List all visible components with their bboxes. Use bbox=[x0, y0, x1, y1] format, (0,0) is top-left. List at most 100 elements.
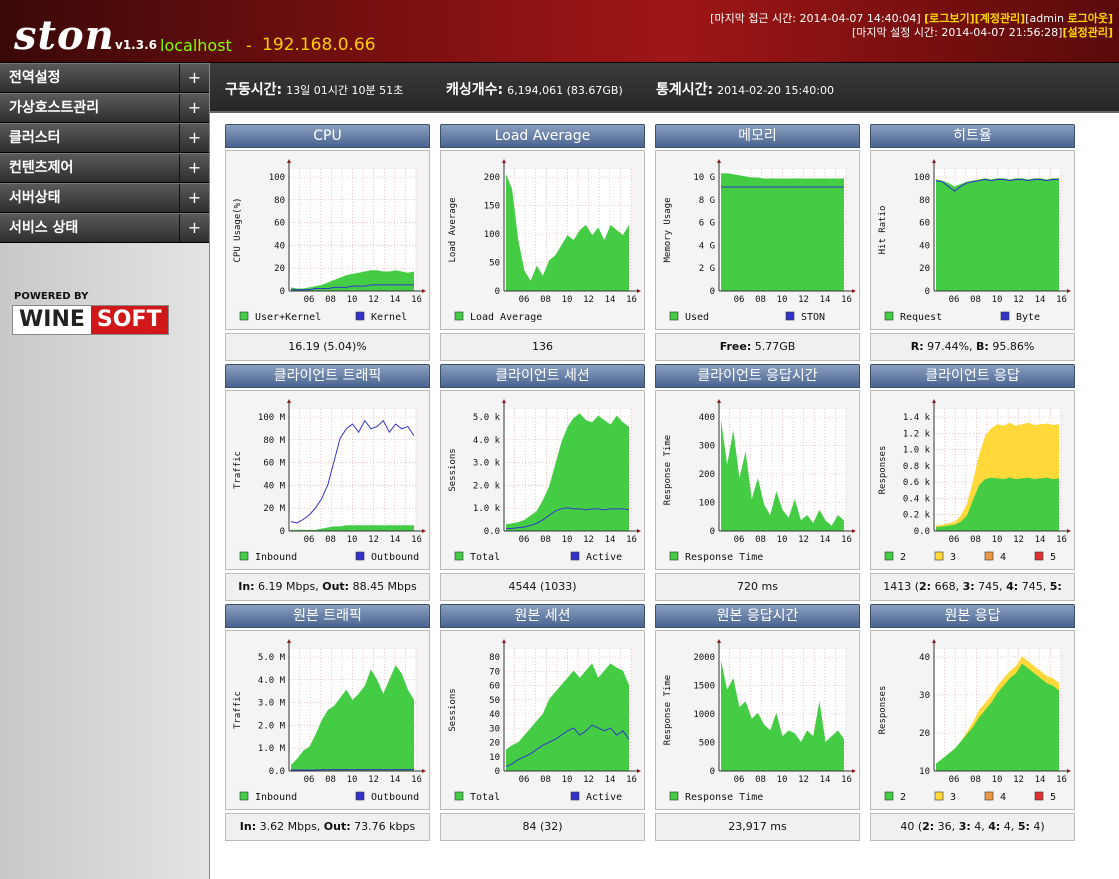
legend-label: Outbound bbox=[371, 552, 419, 563]
x-tick-label: 16 bbox=[841, 535, 852, 545]
y-tick-label: 1.4 k bbox=[903, 413, 931, 423]
legend-label: 5 bbox=[1050, 792, 1056, 803]
x-tick-label: 12 bbox=[368, 295, 379, 305]
version-label: v1.3.6 bbox=[115, 38, 157, 52]
legend-swatch bbox=[239, 551, 249, 561]
x-tick-label: 06 bbox=[734, 775, 745, 785]
x-tick-label: 06 bbox=[734, 295, 745, 305]
y-axis-arrow-icon bbox=[502, 399, 506, 403]
y-tick-label: 4.0 M bbox=[258, 676, 286, 686]
x-tick-label: 14 bbox=[605, 535, 616, 545]
y-tick-label: 4 G bbox=[699, 241, 715, 251]
y-tick-label: 40 bbox=[489, 710, 500, 720]
account-link[interactable]: [계정관리] bbox=[974, 12, 1026, 25]
sidebar-item-label: 가상호스트관리 bbox=[9, 100, 100, 116]
footer-key: Free: bbox=[719, 340, 752, 353]
x-axis-arrow-icon bbox=[1067, 289, 1071, 293]
sidebar-item-cluster[interactable]: 클러스터 + bbox=[0, 123, 209, 153]
sidebar-item-virtual-host[interactable]: 가상호스트관리 + bbox=[0, 93, 209, 123]
y-tick-label: 50 bbox=[489, 696, 500, 706]
x-axis-arrow-icon bbox=[1067, 529, 1071, 533]
plus-icon[interactable]: + bbox=[179, 214, 209, 242]
ston-logo: ston bbox=[14, 12, 115, 59]
stat-time-value: 2014-02-20 15:40:00 bbox=[717, 84, 834, 97]
x-tick-label: 06 bbox=[304, 295, 315, 305]
y-tick-label: 1.0 k bbox=[903, 446, 931, 456]
chart-panel: CPU 0 20 40 60 80 100 06 08 10 12 14 16 CPU Usage(%)… bbox=[225, 124, 430, 361]
y-tick-label: 0 bbox=[495, 287, 500, 297]
x-tick-label: 10 bbox=[777, 535, 788, 545]
y-tick-label: 1.0 k bbox=[473, 504, 501, 514]
x-tick-label: 16 bbox=[1056, 535, 1067, 545]
y-tick-label: 2.0 M bbox=[258, 721, 286, 731]
legend-label: 4 bbox=[1000, 792, 1006, 803]
y-axis-arrow-icon bbox=[717, 159, 721, 163]
x-tick-label: 12 bbox=[798, 775, 809, 785]
winesoft-logo-wine: WINE bbox=[13, 306, 91, 334]
sidebar-item-content-control[interactable]: 컨텐츠제어 + bbox=[0, 153, 209, 183]
x-tick-label: 08 bbox=[755, 295, 766, 305]
plus-icon[interactable]: + bbox=[179, 184, 209, 212]
series-area bbox=[506, 413, 629, 531]
chart-title: 메모리 bbox=[655, 124, 860, 148]
header-line-2: [마지막 설정 시간: 2014-04-07 21:56:28][설정관리] bbox=[852, 24, 1113, 40]
plus-icon[interactable]: + bbox=[179, 94, 209, 122]
x-tick-label: 12 bbox=[1013, 295, 1024, 305]
sidebar-item-service-status[interactable]: 서비스 상태 + bbox=[0, 213, 209, 243]
chart-title: 클라이언트 응답시간 bbox=[655, 364, 860, 388]
y-axis-label: CPU Usage(%) bbox=[233, 197, 243, 262]
uptime-status: 구동시간: 13일 01시간 10분 51초 bbox=[225, 79, 403, 99]
y-axis-label: Traffic bbox=[233, 691, 243, 729]
y-tick-label: 4.0 k bbox=[473, 436, 501, 446]
sidebar-item-global-settings[interactable]: 전역설정 + bbox=[0, 63, 209, 93]
chart-body: 0.0 1.0 k 2.0 k 3.0 k 4.0 k 5.0 k 06 08 10 12 14 16… bbox=[440, 390, 645, 570]
cache-value: 6,194,061 (83.67GB) bbox=[507, 84, 623, 97]
x-tick-label: 08 bbox=[540, 775, 551, 785]
x-tick-label: 06 bbox=[304, 775, 315, 785]
footer-key: 2: bbox=[922, 820, 935, 833]
y-tick-label: 30 bbox=[489, 724, 500, 734]
footer-value: 668, bbox=[931, 580, 963, 593]
chart-footer: 40 (2: 36, 3: 4, 4: 4, 5: 4) bbox=[870, 813, 1075, 841]
y-tick-label: 60 bbox=[919, 219, 930, 229]
x-tick-label: 14 bbox=[820, 775, 831, 785]
legend-label: STON bbox=[801, 312, 825, 323]
settings-link[interactable]: [설정관리] bbox=[1062, 26, 1113, 39]
footer-key: B: bbox=[976, 340, 989, 353]
sidebar-item-label: 서비스 상태 bbox=[9, 220, 79, 236]
y-tick-label: 0.2 k bbox=[903, 511, 931, 521]
y-axis-arrow-icon bbox=[932, 159, 936, 163]
legend-label: Kernel bbox=[371, 312, 407, 323]
chart-title: 클라이언트 응답 bbox=[870, 364, 1075, 388]
footer-value: 16.19 (5.04)% bbox=[288, 340, 367, 353]
chart-panel: 클라이언트 응답시간 0 100 200 300 400 06 08 10 12 14 16 Resp… bbox=[655, 364, 860, 601]
chart-title: 히트율 bbox=[870, 124, 1075, 148]
stat-time-label: 통계시간: bbox=[656, 82, 714, 98]
x-tick-label: 08 bbox=[325, 775, 336, 785]
sidebar-item-server-status[interactable]: 서버상태 + bbox=[0, 183, 209, 213]
chart-title: CPU bbox=[225, 124, 430, 148]
x-tick-label: 16 bbox=[1056, 295, 1067, 305]
y-axis-label: Load Average bbox=[448, 197, 458, 262]
x-tick-label: 14 bbox=[1035, 535, 1046, 545]
chart-panel: 히트율 0 20 40 60 80 100 06 08 10 12 14 16 Hit Ratio Req… bbox=[870, 124, 1075, 361]
x-tick-label: 12 bbox=[583, 535, 594, 545]
x-tick-label: 14 bbox=[390, 295, 401, 305]
log-view-link[interactable]: [로그보기] bbox=[924, 12, 975, 25]
x-axis-arrow-icon bbox=[422, 529, 426, 533]
y-tick-label: 80 bbox=[274, 196, 285, 206]
footer-key: R: bbox=[910, 340, 924, 353]
plus-icon[interactable]: + bbox=[179, 64, 209, 92]
chart-footer: Free: 5.77GB bbox=[655, 333, 860, 361]
legend-label: Load Average bbox=[470, 312, 542, 323]
legend-swatch bbox=[984, 551, 994, 561]
plus-icon[interactable]: + bbox=[179, 154, 209, 182]
x-tick-label: 16 bbox=[411, 295, 422, 305]
legend-label: Request bbox=[900, 312, 942, 323]
plus-icon[interactable]: + bbox=[179, 124, 209, 152]
series-area bbox=[721, 660, 844, 771]
x-axis-arrow-icon bbox=[422, 289, 426, 293]
hostname-label: localhost bbox=[160, 36, 232, 55]
logout-link[interactable]: 로그아웃] bbox=[1067, 12, 1113, 25]
x-tick-label: 06 bbox=[734, 535, 745, 545]
